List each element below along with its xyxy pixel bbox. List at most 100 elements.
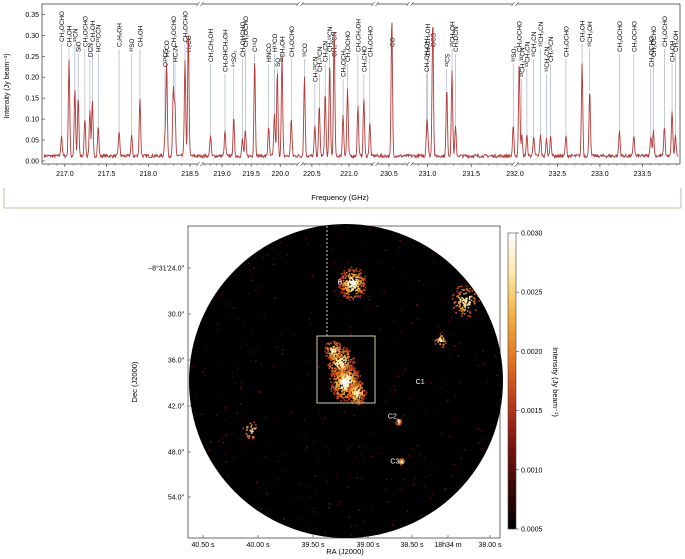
line-label: ¹³CH₃CN	[544, 46, 551, 72]
emission-pixel	[349, 276, 352, 278]
emission-pixel	[350, 372, 352, 375]
line-label: CH₃OCHO	[631, 21, 638, 52]
noise-speck	[412, 412, 414, 414]
emission-pixel	[337, 393, 340, 395]
noise-speck	[322, 420, 324, 422]
noise-speck	[432, 409, 434, 411]
noise-speck	[350, 333, 352, 336]
noise-speck	[308, 509, 310, 511]
emission-pixel	[347, 380, 349, 383]
emission-pixel	[342, 376, 345, 378]
noise-speck	[491, 330, 493, 332]
noise-speck	[433, 261, 435, 263]
emission-pixel	[347, 349, 349, 351]
emission-pixel	[358, 279, 360, 282]
line-label: CH₃CN	[323, 41, 330, 62]
line-label: CH₃OCHO	[617, 21, 624, 52]
emission-pixel	[344, 277, 347, 279]
emission-pixel	[337, 355, 340, 357]
emission-pixel	[346, 374, 348, 377]
emission-pixel	[401, 459, 404, 461]
noise-speck	[399, 240, 401, 242]
emission-pixel	[358, 388, 360, 391]
emission-pixel	[340, 364, 343, 366]
noise-speck	[454, 395, 457, 397]
emission-pixel	[357, 383, 359, 385]
emission-pixel	[245, 432, 248, 435]
emission-pixel	[345, 286, 347, 289]
emission-pixel	[399, 460, 401, 462]
line-label: CH₂OHCH₂OH	[223, 29, 230, 72]
emission-pixel	[333, 361, 335, 363]
emission-pixel	[325, 354, 327, 357]
emission-pixel	[398, 419, 401, 421]
emission-pixel	[339, 285, 341, 288]
colorbar-tick-label: 0.0030	[521, 231, 543, 238]
emission-pixel	[342, 352, 345, 354]
spectrum-x-ticks: 217.0 217.5 218.0 218.5 219.0 219.5 220.0 220.5…	[47, 164, 677, 178]
emission-pixel	[467, 290, 470, 292]
spectrum-x-tick-label: 220.5	[303, 171, 321, 178]
line-label: CH₃OCHO	[182, 11, 189, 42]
emission-pixel	[331, 367, 333, 369]
emission-pixel	[346, 284, 349, 287]
emission-pixel	[333, 381, 336, 384]
emission-pixel	[362, 282, 364, 284]
emission-pixel	[461, 288, 464, 291]
emission-pixel	[353, 368, 355, 371]
noise-speck	[500, 398, 502, 401]
noise-speck	[220, 366, 222, 368]
noise-speck	[423, 456, 425, 458]
spectrum-x-tick-label: 233.5	[634, 171, 652, 178]
emission-pixel	[343, 347, 345, 349]
emission-pixel	[329, 342, 332, 344]
emission-pixel	[345, 283, 348, 285]
noise-speck	[448, 435, 450, 437]
emission-pixel	[468, 302, 471, 304]
emission-pixel	[345, 350, 348, 353]
emission-pixel	[350, 280, 353, 283]
emission-pixel	[463, 302, 465, 304]
noise-speck	[259, 391, 261, 393]
emission-pixel	[326, 343, 328, 345]
emission-pixel	[337, 368, 339, 371]
emission-pixel	[360, 393, 363, 396]
emission-pixel	[439, 343, 441, 345]
noise-speck	[337, 503, 339, 506]
image-panel: B A C1 C2 C3 1″ = 5,880 au 40.50 s 40.00 s 39.…	[130, 224, 560, 556]
emission-pixel	[466, 310, 469, 312]
noise-speck	[364, 410, 366, 413]
emission-pixel	[460, 313, 463, 315]
emission-pixel	[340, 362, 343, 365]
noise-speck	[248, 262, 250, 264]
scale-bar-label: 1″ = 5,880 au	[450, 514, 489, 521]
line-label: HC₃N	[172, 45, 179, 62]
emission-pixel	[349, 369, 352, 371]
emission-pixel	[337, 349, 339, 351]
noise-speck	[460, 457, 462, 460]
line-label: OCS	[430, 33, 437, 47]
emission-pixel	[356, 371, 359, 374]
emission-pixel	[361, 390, 364, 393]
noise-speck	[340, 501, 342, 503]
spectrum-x-label: Frequency (GHz)	[311, 193, 369, 202]
noise-speck	[347, 487, 349, 489]
line-label: CH₃OCHO	[517, 21, 524, 52]
emission-pixel	[253, 427, 255, 430]
noise-speck	[322, 227, 324, 229]
emission-pixel	[347, 385, 350, 387]
noise-speck	[429, 474, 431, 476]
emission-pixel	[329, 354, 332, 357]
noise-speck	[255, 378, 257, 381]
emission-pixel	[351, 287, 354, 290]
emission-pixel	[348, 391, 350, 394]
noise-speck	[278, 478, 280, 480]
emission-pixel	[362, 382, 364, 385]
emission-pixel	[342, 393, 344, 396]
emission-pixel	[356, 279, 359, 281]
noise-speck	[222, 462, 225, 465]
image-y-tick-label: 36.0″	[168, 358, 185, 365]
emission-pixel	[396, 418, 398, 421]
emission-pixel	[354, 389, 357, 391]
emission-pixel	[397, 418, 400, 421]
